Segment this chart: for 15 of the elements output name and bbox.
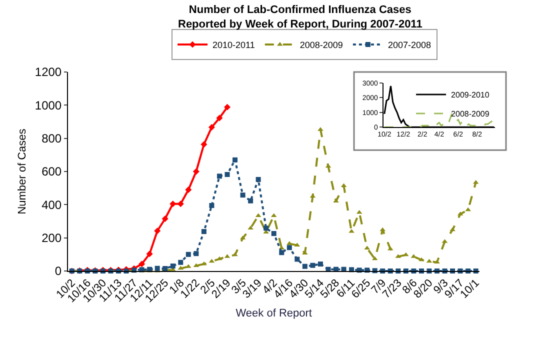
legend-label: 2008-2009: [451, 110, 490, 119]
legend-label: 2009-2010: [451, 90, 490, 100]
y-tick-label: 200: [42, 231, 62, 246]
x-axis-title: Week of Report: [236, 307, 312, 320]
y-axis-title: Number of Cases: [16, 128, 29, 214]
y-tick-label: 1000: [34, 98, 62, 112]
y-tick-label: 800: [42, 132, 62, 146]
y-tick-label: 400: [42, 198, 62, 212]
legend-label: 2010-2011: [212, 40, 255, 50]
y-tick-label: 600: [42, 164, 62, 179]
legend-label: 2008-2009: [300, 40, 343, 50]
y-tick-label: 1200: [34, 65, 62, 80]
chart-title: Number of Lab-Confirmed Influenza Cases Reported by Week of Report, During 2007-2011: [178, 4, 422, 30]
legend-label: 2007-2008: [388, 40, 431, 50]
y-tick-label: 0: [54, 264, 62, 278]
